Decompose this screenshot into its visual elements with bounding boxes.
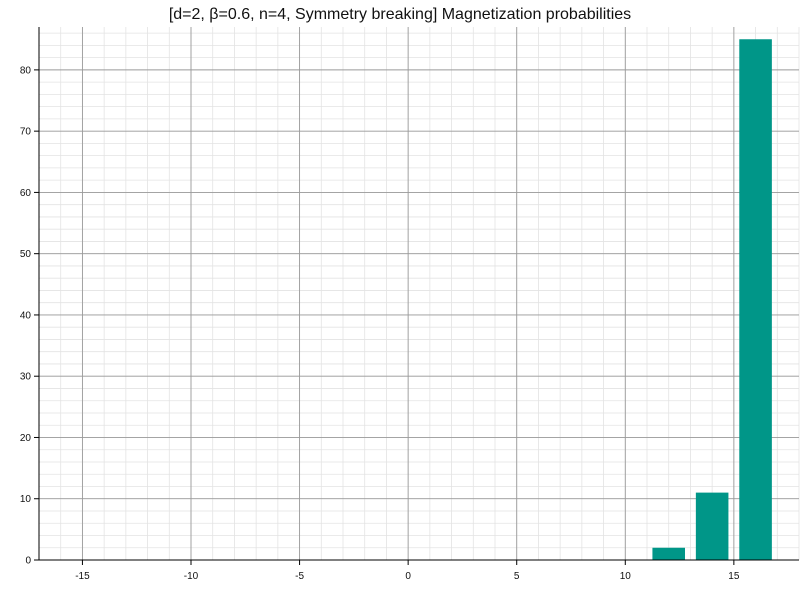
chart-title: [d=2, β=0.6, n=4, Symmetry breaking] Mag… (169, 6, 631, 23)
y-tick-label: 60 (20, 188, 32, 199)
x-tick-label: -5 (295, 571, 304, 582)
y-axis-ticks: 0 10 20 30 40 50 60 70 80 (20, 65, 39, 567)
x-tick-label: 0 (405, 571, 411, 582)
axes (38, 27, 799, 561)
bars (652, 39, 772, 561)
x-tick-label: -10 (184, 571, 199, 582)
bar-14 (695, 492, 729, 560)
y-tick-label: 80 (20, 65, 32, 76)
x-tick-label: -15 (75, 571, 90, 582)
x-tick-label: 10 (620, 571, 632, 582)
y-tick-label: 30 (20, 372, 32, 383)
x-axis-ticks: -15 -10 -5 0 5 10 15 (75, 560, 740, 582)
y-tick-label: 20 (20, 433, 32, 444)
y-tick-label: 50 (20, 249, 32, 260)
y-tick-label: 40 (20, 310, 32, 321)
y-tick-label: 10 (20, 494, 32, 505)
minor-gridlines (38, 27, 800, 561)
bar-12 (652, 547, 685, 560)
y-tick-label: 70 (20, 127, 32, 138)
x-tick-label: 15 (728, 571, 740, 582)
bar-16 (739, 39, 772, 561)
y-tick-label: 0 (25, 556, 31, 567)
x-tick-label: 5 (514, 571, 520, 582)
